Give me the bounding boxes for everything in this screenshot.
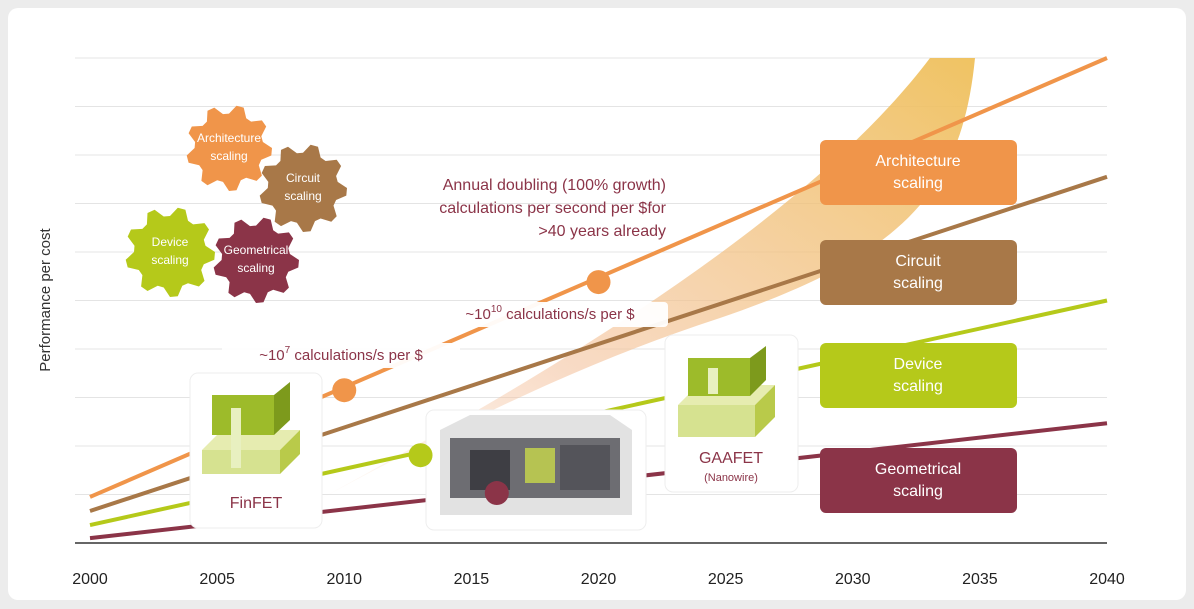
callout-pre: ~10 xyxy=(259,347,284,364)
gear xyxy=(213,217,299,303)
x-tick-label: 2025 xyxy=(708,571,744,588)
callout-sup: 7 xyxy=(285,345,291,356)
legend-box xyxy=(820,240,1017,305)
gear-label: Device scaling xyxy=(151,235,188,267)
x-tick-label: 2005 xyxy=(199,571,235,588)
callout-box xyxy=(222,343,460,368)
gear xyxy=(259,144,347,232)
legend-label: Device scaling xyxy=(893,356,943,395)
callout-post: calculations/s per $ xyxy=(502,306,635,323)
annotation: calculations per second per $for xyxy=(439,200,666,217)
gear-label: Circuit scaling xyxy=(284,171,321,203)
legend: Architecture scaling Circuit scaling Device s… xyxy=(820,140,1017,513)
finfet-card: FinFET xyxy=(189,372,323,529)
picture-label: FinFET xyxy=(230,495,283,512)
annotation: Annual doubling (100% growth) xyxy=(443,177,666,194)
callout-post: calculations/s per $ xyxy=(290,347,423,364)
gear-label: Architecture scaling xyxy=(197,131,261,163)
growth-band xyxy=(300,58,975,510)
gear xyxy=(186,105,272,191)
legend-label: Circuit scaling xyxy=(893,253,943,292)
x-axis: 2000 2005 2010 2015 2020 2025 2030 2035 2040 xyxy=(72,542,1125,588)
x-tick-label: 2020 xyxy=(581,571,617,588)
callout-pre: ~10 xyxy=(465,306,490,323)
gaafet-card: GAAFET (Nanowire) xyxy=(664,334,799,493)
legend-label: Geometrical scaling xyxy=(875,461,961,500)
marker xyxy=(332,378,357,403)
x-tick-label: 2010 xyxy=(326,571,362,588)
gear-label: Geometrical scaling xyxy=(224,243,289,275)
legend-box xyxy=(820,140,1017,205)
x-tick-label: 2015 xyxy=(454,571,490,588)
annotation: >40 years already xyxy=(538,223,666,240)
legend-box xyxy=(820,343,1017,408)
gear xyxy=(125,207,215,297)
picture-note: (Nanowire) xyxy=(704,472,758,484)
callout-box xyxy=(432,302,668,327)
picture-label: GAAFET xyxy=(699,450,763,467)
x-tick-label: 2030 xyxy=(835,571,871,588)
marker xyxy=(408,443,433,468)
callout: ~107 calculations/s per $ xyxy=(259,345,423,364)
gears: Architecture scaling Circuit scaling Device s… xyxy=(125,105,347,303)
legend-box xyxy=(820,448,1017,513)
x-tick-label: 2035 xyxy=(962,571,998,588)
machine-card xyxy=(425,409,647,531)
markers xyxy=(332,270,611,506)
annotations: Annual doubling (100% growth) calculation… xyxy=(222,177,668,368)
callout-sup: 10 xyxy=(491,304,503,315)
x-tick-label: 2000 xyxy=(72,571,108,588)
marker xyxy=(586,270,611,295)
marker xyxy=(484,481,509,506)
callout: ~1010 calculations/s per $ xyxy=(465,304,635,323)
y-axis-label: Performance per cost xyxy=(37,227,54,371)
x-tick-label: 2040 xyxy=(1089,571,1125,588)
legend-label: Architecture scaling xyxy=(875,153,960,192)
